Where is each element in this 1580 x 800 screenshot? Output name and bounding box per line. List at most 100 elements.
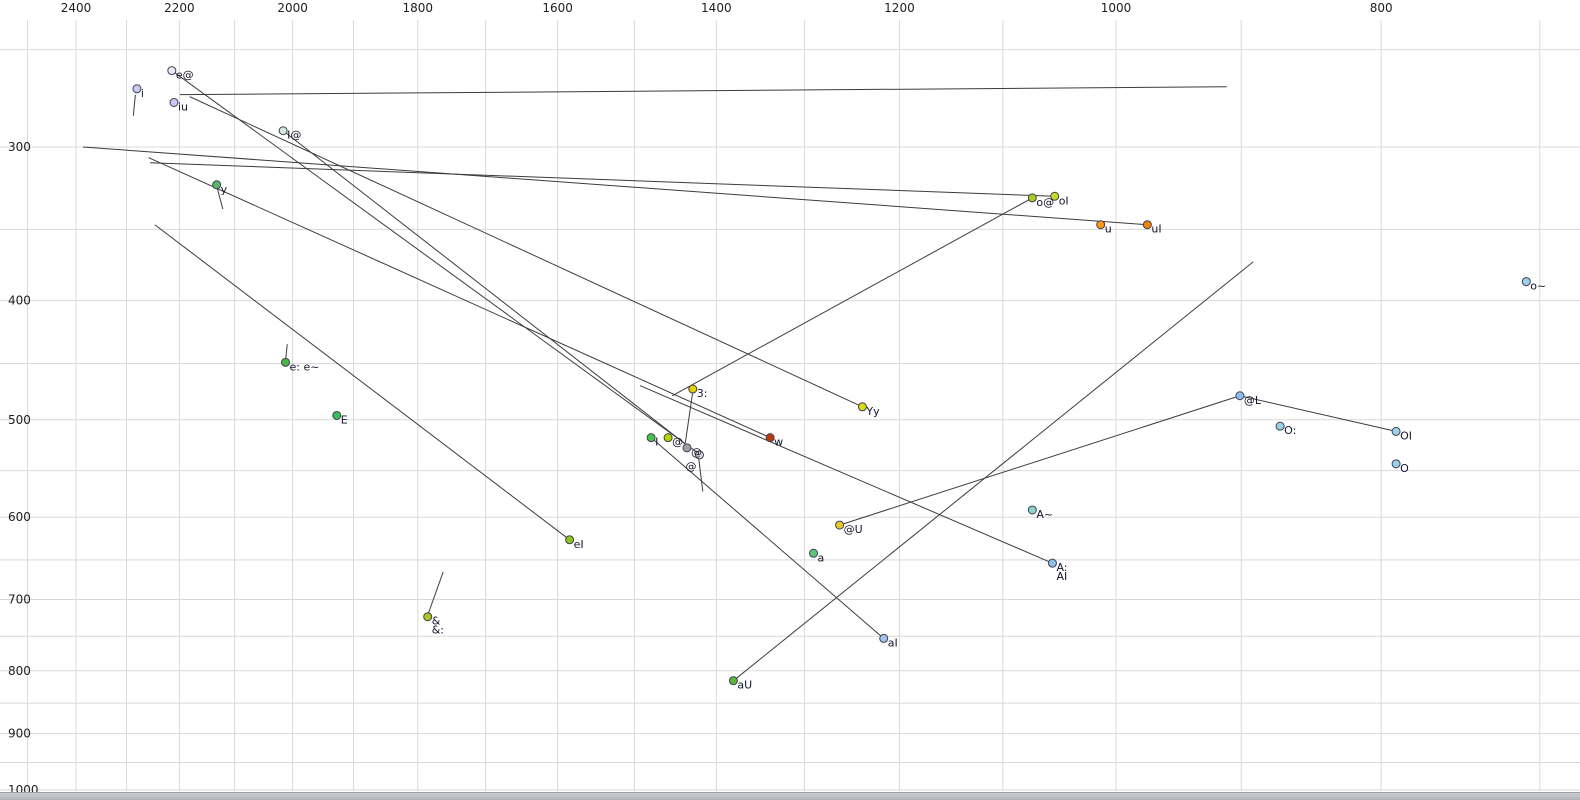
vowel-trajectory-line <box>171 70 699 454</box>
y-axis-tick-label: 800 <box>8 664 31 678</box>
vowel-point-Yy[interactable] <box>857 402 867 412</box>
vowel-label: & <box>432 615 441 628</box>
vowel-trajectory-line <box>639 385 1053 564</box>
vowel-point-I[interactable] <box>646 433 656 443</box>
vowel-label: E <box>341 413 348 426</box>
x-axis-tick-label: 2000 <box>277 1 308 15</box>
vowel-label: Yy <box>865 405 880 418</box>
vowel-point-uI[interactable] <box>1142 220 1152 230</box>
vowel-point-@[interactable] <box>694 450 704 460</box>
vowel-label: I <box>655 436 658 449</box>
vowel-trajectory-line <box>698 457 704 492</box>
x-axis-tick-label: 1800 <box>402 1 433 15</box>
x-axis-tick-label: 1400 <box>701 1 732 15</box>
vowel-point-aU[interactable] <box>728 676 738 686</box>
vowel-point-e: e~[interactable] <box>280 357 290 367</box>
vowel-label: eI <box>574 538 584 551</box>
y-axis-tick-label: 700 <box>8 592 31 606</box>
vowel-label: u <box>1105 223 1112 236</box>
y-axis-tick-label: 500 <box>8 413 31 427</box>
vowel-label: OI <box>1400 429 1412 442</box>
vowel-trajectory-line <box>650 437 885 639</box>
vowel-label: i <box>141 87 144 100</box>
vowel-label: 3: <box>697 387 708 400</box>
vowel-trajectory-line <box>189 96 863 408</box>
vowel-trajectory-line <box>132 94 136 116</box>
vowel-trajectory-line <box>282 130 691 449</box>
vowel-point-o~[interactable] <box>1521 277 1531 287</box>
vowel-trajectory-line <box>427 571 444 616</box>
vowel-trajectory-line <box>1239 395 1397 432</box>
bottom-scrollbar[interactable] <box>0 792 1580 800</box>
vowel-label: I@ <box>287 129 301 142</box>
x-axis-tick-label: 2200 <box>164 1 195 15</box>
vowel-label: a <box>818 551 825 564</box>
x-axis-tick-label: 1000 <box>1101 1 1132 15</box>
vowel-point-A:[interactable] <box>1047 558 1057 568</box>
vowel-label: iu <box>178 100 188 113</box>
vowel-label: uI <box>1151 223 1161 236</box>
vowel-label: aU <box>737 679 752 692</box>
vowel-point-I@[interactable] <box>278 126 288 136</box>
vowel-label: @ <box>691 446 702 459</box>
vowel-label: e: e~ <box>289 360 319 373</box>
vowel-point-@[interactable] <box>663 433 673 443</box>
vowel-point-eI[interactable] <box>565 535 575 545</box>
y-axis-tick-label: 400 <box>8 294 31 308</box>
x-axis-tick-label: 2400 <box>61 1 92 15</box>
vowel-point-O[interactable] <box>1391 459 1401 469</box>
vowel-label: &: <box>432 624 444 637</box>
vowel-point-&[interactable] <box>423 612 433 622</box>
vowel-trajectory-line <box>839 395 1241 526</box>
vowel-trajectory-line <box>82 146 1148 226</box>
vowel-label: o~ <box>1530 280 1546 293</box>
vowel-label: oI <box>1059 194 1069 207</box>
vowel-point-e@[interactable] <box>167 66 177 76</box>
vowel-label: aI <box>888 636 898 649</box>
vowel-label: @ <box>672 436 683 449</box>
vowel-point-@L[interactable] <box>1235 391 1245 401</box>
vowel-point-O:[interactable] <box>1275 421 1285 431</box>
vowel-label: O: <box>1284 424 1296 437</box>
vowel-trajectory-line <box>154 224 570 541</box>
vowel-label: y <box>221 183 228 196</box>
vowel-point-y[interactable] <box>212 180 222 190</box>
vowel-label: w <box>774 436 783 449</box>
vowel-point-aI[interactable] <box>879 633 889 643</box>
vowel-point-iu[interactable] <box>169 97 179 107</box>
vowel-trajectory-line <box>684 391 694 443</box>
y-axis-tick-label: 900 <box>8 727 31 741</box>
x-axis-tick-label: 800 <box>1370 1 1393 15</box>
vowel-point-o@[interactable] <box>1027 193 1037 203</box>
vowel-label: @ <box>685 460 696 473</box>
vowel-point-E[interactable] <box>332 410 342 420</box>
vowel-label: o@ <box>1036 196 1054 209</box>
vowel-point-a[interactable] <box>809 548 819 558</box>
x-axis-tick-label: 1200 <box>884 1 915 15</box>
vowel-label: A: <box>1056 561 1067 574</box>
vowel-trajectory-line <box>671 197 1033 397</box>
vowel-point-u[interactable] <box>1096 220 1106 230</box>
vowel-point-w[interactable] <box>765 433 775 443</box>
vowel-label: A~ <box>1036 508 1053 521</box>
y-axis-tick-label: 300 <box>8 140 31 154</box>
vowel-label: AI <box>1056 570 1067 583</box>
vowel-trajectory-line <box>733 261 1254 682</box>
vowel-label: @L <box>1244 394 1262 407</box>
vowel-label: O <box>1400 462 1409 475</box>
vowel-point-i[interactable] <box>132 84 142 94</box>
vowel-label: @U <box>844 523 863 536</box>
vowel-point-3:[interactable] <box>688 384 698 394</box>
vowel-point-@[interactable] <box>682 443 692 453</box>
vowel-point-oI[interactable] <box>1050 191 1060 201</box>
vowel-point-@U[interactable] <box>835 520 845 530</box>
vowel-point-OI[interactable] <box>1391 426 1401 436</box>
y-axis-tick-label: 600 <box>8 510 31 524</box>
vowel-trajectory-line <box>148 157 771 439</box>
vowel-label: e@ <box>176 69 194 82</box>
vowel-trajectory-line <box>179 86 1227 96</box>
x-axis-tick-label: 1600 <box>542 1 573 15</box>
vowel-point-A~[interactable] <box>1027 505 1037 515</box>
